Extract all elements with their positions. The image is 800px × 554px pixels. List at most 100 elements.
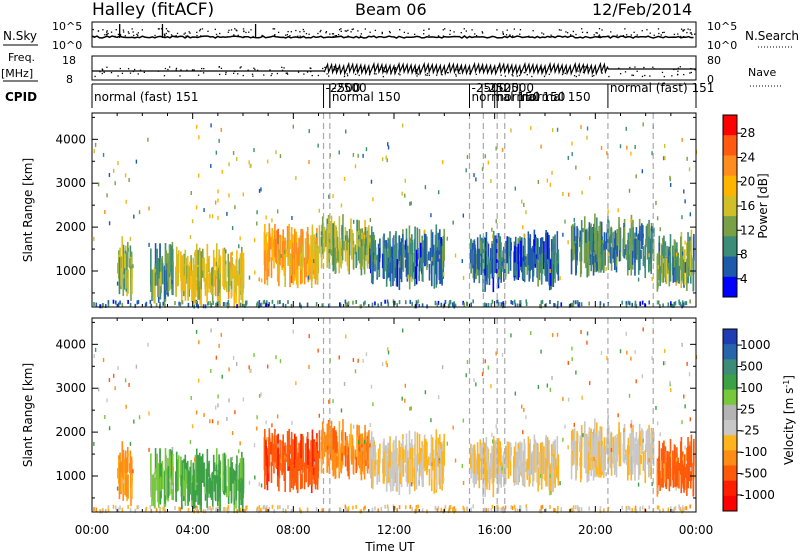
velocity-echo — [534, 451, 537, 469]
velocity-echo — [589, 436, 592, 450]
velocity-echo — [168, 463, 171, 495]
power-echo — [415, 301, 418, 306]
nsearch-point — [428, 28, 430, 30]
power-echo — [627, 232, 630, 271]
power-echo — [244, 303, 246, 308]
velocity-echo — [289, 458, 291, 493]
power-echo — [599, 301, 602, 306]
velocity-echo — [676, 457, 679, 471]
velocity-echo — [95, 507, 98, 512]
velocity-echo — [588, 506, 590, 511]
nave-point — [417, 73, 419, 75]
power-echo — [344, 299, 347, 304]
power-echo — [562, 191, 564, 196]
power-echo — [282, 303, 285, 308]
nsearch-point — [297, 35, 299, 37]
nave-point — [167, 68, 169, 71]
power-echo — [203, 257, 205, 282]
nave-point — [608, 75, 610, 78]
power-echo — [113, 168, 115, 173]
nsearch-point — [106, 33, 108, 36]
power-echo — [159, 302, 161, 307]
power-echo — [518, 261, 520, 278]
velocity-echo — [308, 334, 310, 339]
velocity-echo — [279, 359, 282, 364]
velocity-echo — [211, 471, 214, 507]
power-echo — [414, 266, 417, 279]
power-echo — [117, 161, 119, 166]
power-echo — [154, 263, 157, 286]
power-echo — [260, 278, 263, 283]
nsearch-point — [285, 34, 287, 36]
velocity-echo — [271, 433, 273, 466]
velocity-echo — [492, 439, 494, 444]
velocity-echo — [213, 474, 216, 492]
nsearch-point — [513, 28, 515, 30]
velocity-echo — [625, 449, 627, 461]
velocity-echo — [393, 449, 395, 487]
velocity-echo — [528, 458, 531, 487]
nsky-panel: N.Sky 10^5 10^0 10^5 10^0 N.Search — [3, 20, 799, 52]
power-echo — [539, 238, 542, 255]
power-echo — [277, 244, 279, 271]
power-echo — [126, 252, 128, 269]
power-echo — [378, 248, 381, 263]
power-echo — [352, 219, 355, 224]
nsearch-point — [465, 30, 467, 32]
power-echo — [603, 250, 605, 271]
velocity-echo — [557, 454, 560, 469]
power-echo — [657, 282, 659, 287]
power-echo — [354, 244, 357, 255]
velocity-echo — [401, 328, 404, 333]
power-echo — [123, 268, 126, 290]
velocity-echo — [167, 466, 170, 499]
power-echo — [409, 201, 411, 206]
velocity-echo — [277, 449, 279, 476]
velocity-echo — [634, 508, 636, 513]
power-echo — [441, 160, 444, 165]
power-echo — [562, 232, 564, 237]
nave-point — [592, 71, 594, 73]
nave-point — [317, 74, 320, 77]
power-echo — [157, 257, 159, 279]
power-echo — [550, 259, 552, 290]
power-echo — [150, 248, 152, 286]
nave-point — [133, 68, 136, 71]
power-echo — [651, 151, 653, 156]
power-echo — [238, 244, 240, 249]
nsearch-point — [595, 32, 597, 34]
nsearch-point — [168, 30, 170, 33]
colorbar-segment — [723, 374, 737, 391]
power-echo — [355, 251, 357, 269]
velocity-echo — [669, 380, 671, 385]
power-echo — [540, 253, 543, 285]
nave-point — [564, 72, 566, 75]
nave-point — [500, 74, 502, 76]
nave-point — [334, 69, 336, 71]
nave-point — [129, 72, 132, 74]
power-echo — [336, 236, 339, 260]
colorbar-segment — [723, 344, 737, 360]
power-echo — [418, 263, 420, 282]
nave-point — [416, 68, 418, 71]
power-echo — [253, 148, 255, 153]
velocity-echo — [326, 445, 329, 450]
velocity-echo — [424, 390, 427, 395]
velocity-echo — [462, 418, 465, 423]
velocity-echo — [164, 508, 166, 513]
power-echo — [525, 299, 528, 304]
colorbar-segment — [723, 216, 737, 237]
nsearch-point — [360, 33, 363, 35]
power-echo — [572, 302, 575, 307]
velocity-echo — [291, 420, 293, 425]
nave-point — [435, 74, 438, 76]
velocity-echo — [348, 443, 351, 480]
power-echo — [369, 217, 372, 222]
power-echo — [405, 238, 408, 277]
power-echo — [600, 221, 603, 255]
velocity-echo — [579, 451, 582, 483]
nave-point — [310, 70, 312, 73]
power-echo — [93, 302, 95, 307]
nsearch-point — [273, 28, 276, 30]
